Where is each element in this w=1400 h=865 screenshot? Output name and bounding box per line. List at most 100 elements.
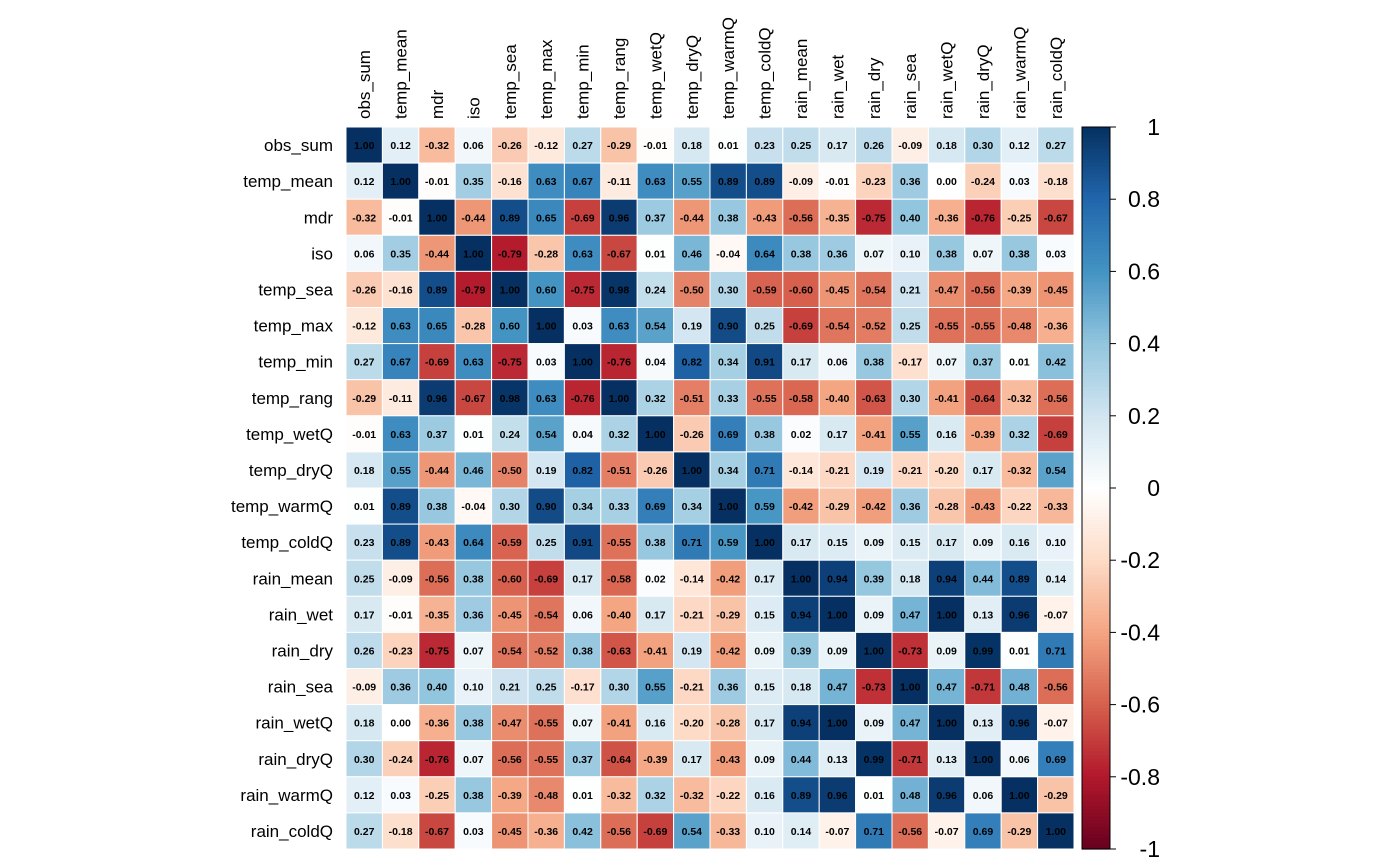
colorbar-segment [1082,646,1110,652]
cell-value-label: -0.71 [898,754,922,766]
colorbar-segment [1082,285,1110,291]
column-label-temp_warmQ: temp_warmQ [719,17,738,119]
heatmap-cell [745,668,784,706]
colorbar-segment [1082,275,1110,280]
heatmap-cell [745,559,784,597]
colorbar-segment [1082,365,1110,370]
colorbar-segment [1082,314,1110,319]
cell-value-label: 0.06 [463,140,484,152]
colorbar-segment [1082,329,1110,334]
colorbar-segment [1082,372,1110,377]
cell-value-label: 0.48 [1009,682,1030,694]
heatmap-cell [745,523,784,561]
cell-value-label: -0.43 [753,212,777,224]
heatmap-cell [855,307,893,345]
cell-value-label: 0.59 [718,537,739,549]
colorbar-segment [1082,715,1110,720]
heatmap-cell [964,270,1002,308]
heatmap-cell [1037,595,1075,633]
colorbar-segment [1082,267,1110,272]
cell-value-label: 0.38 [463,790,484,802]
row-label-rain_mean: rain_mean [253,569,333,588]
colorbar-segment [1082,495,1110,500]
cell-value-label: -0.64 [607,754,631,766]
colorbar-segment [1082,632,1110,637]
cell-value-label: -0.71 [971,682,995,694]
cell-value-label: 0.54 [645,321,666,333]
cell-value-label: -0.09 [389,573,413,585]
heatmap-cell [709,559,747,597]
heatmap-cell [927,740,966,778]
heatmap-cell [891,559,929,597]
cell-value-label: -0.67 [607,248,631,260]
colorbar-tick-label: 1 [1147,114,1160,140]
cell-value-label: -0.32 [680,790,704,802]
cell-value-label: -0.20 [935,465,959,477]
cell-value-label: 0.18 [682,140,703,152]
heatmap-cell [964,343,1002,381]
cell-value-label: 0.12 [390,140,411,152]
heatmap-cell [636,451,675,489]
cell-value-label: -0.63 [607,645,631,657]
heatmap-cell [600,234,638,272]
cell-value-label: 0.06 [1009,754,1030,766]
colorbar-tick-label: 0 [1147,475,1160,501]
cell-value-label: -0.29 [1007,826,1031,838]
cell-value-label: 0.54 [1046,465,1067,477]
colorbar-segment [1082,498,1110,504]
cell-value-label: -0.69 [789,321,813,333]
cell-value-label: -0.36 [935,212,959,224]
colorbar-segment [1082,506,1110,511]
cell-value-label: -0.04 [461,501,485,513]
column-label-rain_dryQ: rain_dryQ [974,44,993,119]
row-label-rain_coldQ: rain_coldQ [251,822,333,841]
colorbar-segment [1082,152,1110,157]
cell-value-label: -0.52 [862,321,886,333]
heatmap-cell [381,343,420,381]
cell-value-label: -0.28 [534,248,558,260]
heatmap-cell [454,234,493,272]
colorbar-segment [1082,451,1110,457]
heatmap-cell [891,740,929,778]
heatmap-cell [1000,451,1039,489]
row-label-temp_max: temp_max [254,317,334,336]
cell-value-label: 0.96 [1009,609,1030,621]
colorbar-segment [1082,798,1110,803]
cell-value-label: 0.38 [936,248,957,260]
cell-value-label: 0.17 [936,537,957,549]
heatmap-cell [636,198,675,236]
cell-value-label: 1.00 [754,537,775,549]
column-labels: obs_sum temp_mean mdr iso temp_sea temp_max te… [355,17,1066,119]
colorbar-segment [1082,217,1110,222]
cell-value-label: 0.38 [1009,248,1030,260]
colorbar-segment [1082,841,1110,846]
cell-value-label: -0.28 [461,321,485,333]
cell-value-label: 0.18 [354,465,375,477]
cell-value-label: 0.82 [572,465,593,477]
cell-value-label: 0.36 [463,609,484,621]
colorbar-segment [1082,776,1110,782]
cell-value-label: 0.59 [754,501,775,513]
heatmap-cell [381,415,420,453]
cell-value-label: -0.47 [935,284,959,296]
heatmap-cell [381,270,420,308]
heatmap-cell [855,198,893,236]
cell-value-label: -0.58 [607,573,631,585]
colorbar-segment [1082,130,1110,135]
colorbar-segment [1082,509,1110,514]
cell-value-label: 0.15 [827,537,848,549]
column-label-rain_mean: rain_mean [792,39,811,119]
cell-value-label: 0.38 [645,537,666,549]
cell-value-label: 0.34 [718,357,739,369]
heatmap-cell [891,198,929,236]
cell-value-label: 0.07 [936,357,957,369]
cell-value-label: 0.13 [973,609,994,621]
cell-value-label: 0.67 [390,357,411,369]
heatmap-cell [527,234,565,272]
colorbar-segment [1082,343,1110,348]
cell-value-label: 0.36 [900,501,921,513]
cell-value-label: -0.41 [643,645,667,657]
colorbar-segment [1082,368,1110,374]
cell-value-label: -0.45 [825,284,849,296]
heatmap-cell [891,704,929,742]
